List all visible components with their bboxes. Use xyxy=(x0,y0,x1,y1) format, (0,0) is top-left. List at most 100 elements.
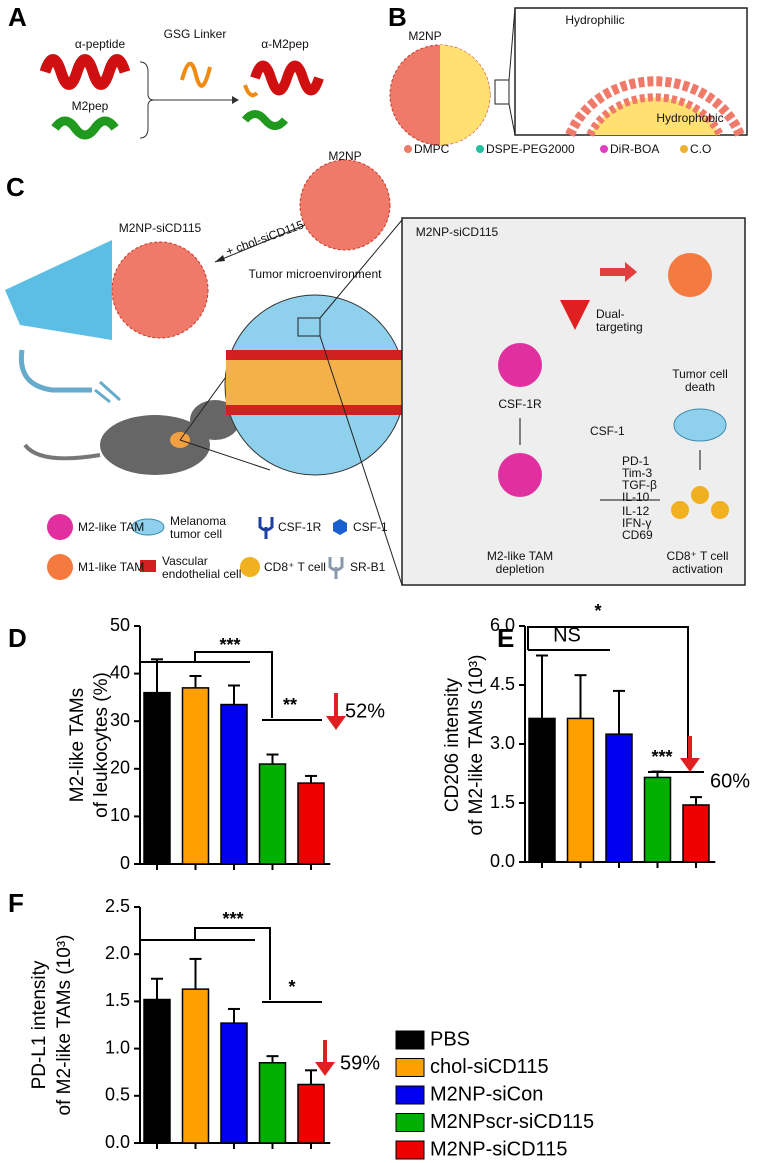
panel-label: D xyxy=(8,623,27,653)
key-icon xyxy=(140,560,156,572)
legend-swatch xyxy=(395,1140,425,1160)
label: IL-10 xyxy=(622,490,650,504)
bar xyxy=(143,691,171,865)
zoom-line xyxy=(508,7,516,81)
bar xyxy=(258,763,287,865)
reduction-label: 59% xyxy=(340,1052,380,1074)
key-label: C.O xyxy=(690,142,712,156)
label: M2NP xyxy=(328,149,362,163)
key-label: DSPE-PEG2000 xyxy=(486,142,575,156)
panel-label: C xyxy=(6,172,25,202)
mouse-tail xyxy=(23,443,101,461)
legend-label: chol-siCD115 xyxy=(430,1056,549,1078)
key-icon xyxy=(333,519,347,535)
t-cell xyxy=(711,501,729,519)
bar xyxy=(643,776,672,863)
vessel-wall xyxy=(226,405,404,415)
reduction-arrow-head xyxy=(326,716,346,730)
nanoparticle-core xyxy=(440,45,490,145)
panel-label: B xyxy=(388,2,407,32)
syringe xyxy=(94,380,122,404)
significance: *** xyxy=(222,909,243,929)
mouse xyxy=(100,415,210,475)
y-tick-label: 20 xyxy=(110,758,130,778)
label: α-M2pep xyxy=(261,37,309,51)
label: Hydrophobic xyxy=(656,111,724,125)
legend-label: M2NP-siCD115 xyxy=(430,1138,567,1160)
reduction-arrow-head xyxy=(315,1062,335,1076)
key-dmpc xyxy=(404,145,412,153)
label: CSF-1R xyxy=(498,397,542,411)
bar xyxy=(143,998,171,1144)
linker xyxy=(180,61,212,88)
significance: NS xyxy=(553,624,581,646)
significance-bracket xyxy=(140,927,322,1003)
bilayer xyxy=(565,76,745,137)
bar xyxy=(566,717,595,863)
y-tick-label: 0.0 xyxy=(490,851,515,871)
key-label: SR-B1 xyxy=(350,560,386,574)
legend-label: PBS xyxy=(430,1028,470,1050)
label: TGF-β xyxy=(622,478,657,492)
zoom-box xyxy=(494,79,510,105)
label: IL-12 xyxy=(622,504,650,518)
legend-swatch xyxy=(395,1058,425,1077)
key-label: M1-like TAM xyxy=(78,560,145,574)
y-tick-label: 1.0 xyxy=(105,1037,130,1057)
key-dir xyxy=(600,145,608,153)
t-cell xyxy=(691,486,709,504)
legend-swatch xyxy=(395,1113,425,1132)
panel-label: F xyxy=(8,888,24,918)
key-icon xyxy=(328,557,344,579)
y-tick-label: 50 xyxy=(110,615,130,635)
y-tick-label: 1.5 xyxy=(105,990,130,1010)
key-label: CD8⁺ T cell xyxy=(264,560,326,574)
y-tick-label: 0 xyxy=(120,853,130,873)
helix-red xyxy=(39,54,131,90)
m2-tam xyxy=(498,453,542,497)
bar xyxy=(220,1022,248,1144)
panel-label: A xyxy=(8,2,27,32)
label: CD8⁺ T cell activation xyxy=(666,549,729,576)
t-cell xyxy=(671,501,689,519)
label: CSF-1 xyxy=(590,424,625,438)
key-icon xyxy=(240,557,260,577)
y-tick-label: 4.5 xyxy=(490,674,515,694)
reduction-label: 52% xyxy=(345,700,385,722)
y-tick-label: 30 xyxy=(110,710,130,730)
bar xyxy=(181,988,210,1144)
label: PD-1 xyxy=(622,454,650,468)
significance-bracket xyxy=(527,626,704,773)
y-tick-label: 2.5 xyxy=(105,896,130,916)
label: M2-like TAM depletion xyxy=(486,549,554,576)
key-icon xyxy=(47,554,73,580)
diagram xyxy=(5,7,748,586)
y-tick-label: 10 xyxy=(110,805,130,825)
label: GSG Linker xyxy=(163,27,227,41)
label: Hydrophilic xyxy=(565,13,625,27)
arrow xyxy=(600,262,637,282)
vessel xyxy=(226,360,404,405)
bar xyxy=(258,1062,287,1144)
nanoparticle xyxy=(299,159,391,251)
helix-red xyxy=(250,60,324,96)
panel-label: E xyxy=(497,623,514,653)
label: Tumor cell death xyxy=(672,367,728,394)
bar xyxy=(528,717,556,863)
y-axis-label: PD-L1 intensity xyxy=(29,960,50,1089)
arrow-head xyxy=(215,255,225,262)
zoom-line xyxy=(319,219,403,319)
label: M2pep xyxy=(71,99,109,113)
arrow xyxy=(214,224,306,263)
syringe-fluid xyxy=(5,240,112,340)
tube xyxy=(18,349,92,393)
arrow-head xyxy=(232,96,239,104)
zoom-box xyxy=(297,317,321,337)
legend-label: M2NP-siCon xyxy=(430,1083,543,1105)
label: M2NP-siCD115 xyxy=(118,221,202,235)
y-tick-label: 0.5 xyxy=(105,1085,130,1105)
y-tick-label: 3.0 xyxy=(490,733,515,753)
helix-green xyxy=(51,116,119,140)
